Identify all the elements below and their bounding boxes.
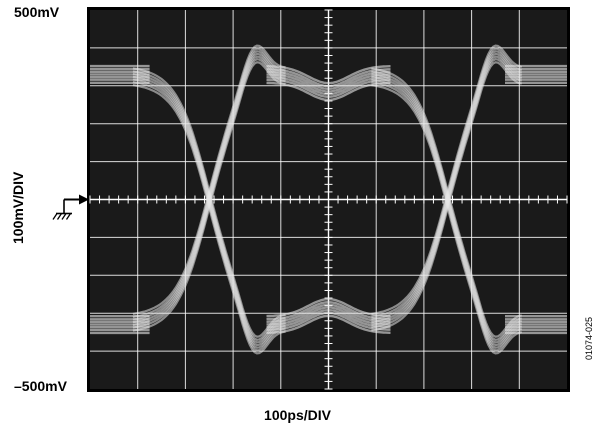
ground-symbol-hatch [52,213,58,220]
eye-trace [266,73,391,93]
ground-symbol-hatch [56,213,63,220]
figure-id: 01074-025 [584,316,594,360]
eye-trace [266,303,391,323]
eye-trace [266,311,391,331]
x-axis-label: 100ps/DIV [264,407,331,423]
eye-trace [266,297,391,318]
eye-trace [266,300,391,321]
eye-traces [90,44,567,355]
eye-trace [266,308,391,329]
eye-trace [266,76,391,96]
eye-trace [371,44,523,315]
eye-trace [266,314,391,334]
eye-trace [266,70,391,91]
y-bottom-label: –500mV [14,378,67,394]
eye-trace [266,78,391,99]
eye-trace [266,306,391,326]
y-axis-label: 100mV/DIV [10,171,26,244]
eye-trace [371,67,523,338]
ground-arrow-icon [79,194,89,205]
eye-trace [266,65,391,85]
y-top-label: 500mV [14,4,60,20]
eye-trace [266,81,391,102]
eye-trace [132,67,286,338]
ground-symbol-hatch [65,213,72,220]
eye-trace [266,68,391,88]
ground-symbol-hatch [61,213,67,220]
